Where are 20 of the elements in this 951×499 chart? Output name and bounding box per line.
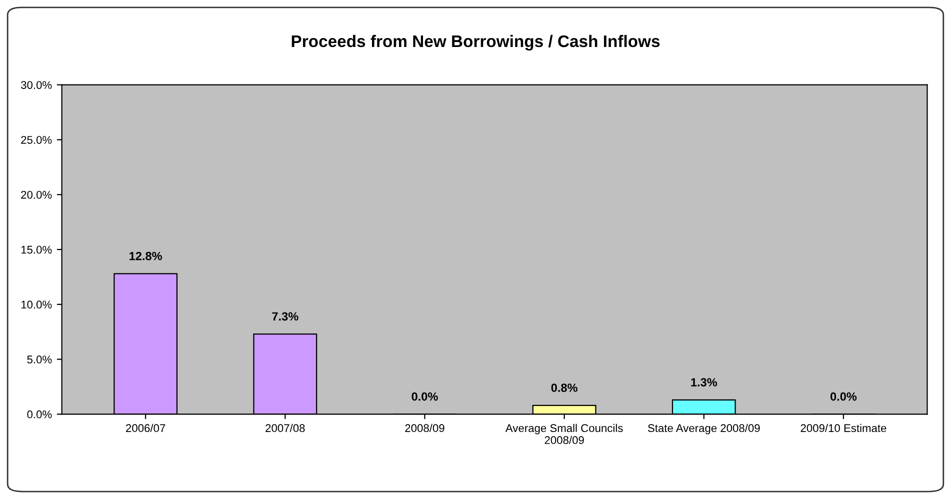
y-tick-label: 5.0% <box>27 356 52 364</box>
data-label: 7.3% <box>272 312 298 321</box>
y-tick-label: 20.0% <box>21 190 52 199</box>
y-tick-label: 15.0% <box>21 246 52 254</box>
data-label: 0.0% <box>830 392 857 401</box>
x-tick-label: State Average 2008/09 <box>648 424 760 434</box>
y-tick-label: 25.0% <box>21 136 52 144</box>
x-tick-label: Average Small Councils 2008/09 <box>505 424 623 444</box>
x-tick-label: 2008/09 <box>405 424 444 432</box>
y-tick-label: 10.0% <box>21 300 52 309</box>
data-label: 0.8% <box>551 384 578 392</box>
x-tick-label: 2007/08 <box>266 424 305 432</box>
chart-title: Proceeds from New Borrowings / Cash Inflows <box>292 34 660 51</box>
y-tick-label: 0.0% <box>27 410 52 418</box>
data-label: 1.3% <box>691 378 718 386</box>
y-tick-label: 30.0% <box>21 81 52 89</box>
data-label: 12.8% <box>130 252 162 260</box>
x-tick-label: 2006/07 <box>126 424 166 432</box>
x-tick-label: 2009/10 Estimate <box>800 424 886 432</box>
data-label: 0.0% <box>412 392 438 401</box>
